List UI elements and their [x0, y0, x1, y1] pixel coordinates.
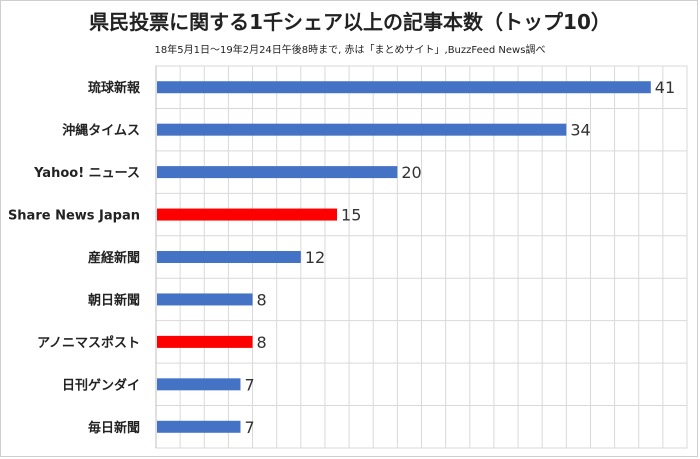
category-label: 毎日新聞 — [88, 420, 140, 436]
bar — [157, 166, 398, 179]
data-label: 34 — [570, 121, 590, 140]
chart-subtitle: 18年5月1日〜19年2月24日午後8時まで, 赤は「まとめサイト」,BuzzF… — [154, 45, 546, 56]
data-label: 20 — [401, 163, 421, 182]
bar — [157, 293, 253, 306]
bar — [157, 208, 338, 221]
category-label: 沖縄タイムス — [62, 123, 140, 139]
data-label: 12 — [305, 248, 325, 267]
data-label: 7 — [244, 418, 254, 437]
data-label: 8 — [257, 290, 267, 309]
data-label: 8 — [257, 333, 267, 352]
category-label: 琉球新報 — [88, 80, 141, 96]
chart-title: 県民投票に関する1千シェア以上の記事本数（トップ10） — [89, 10, 611, 34]
bar — [157, 420, 241, 433]
bar — [157, 378, 241, 391]
data-label: 7 — [244, 375, 254, 394]
category-label: アノニマスポスト — [37, 335, 140, 351]
category-label: 日刊ゲンダイ — [62, 377, 140, 393]
data-label: 41 — [655, 78, 675, 97]
category-label: 朝日新聞 — [88, 292, 140, 308]
bar — [157, 123, 567, 136]
bar — [157, 251, 301, 263]
bar — [157, 335, 253, 348]
category-label: 産経新聞 — [88, 250, 140, 266]
category-label: Share News Japan — [8, 209, 140, 224]
bar — [157, 81, 651, 94]
category-label: Yahoo! ニュース — [33, 166, 140, 181]
data-label: 15 — [341, 206, 361, 225]
